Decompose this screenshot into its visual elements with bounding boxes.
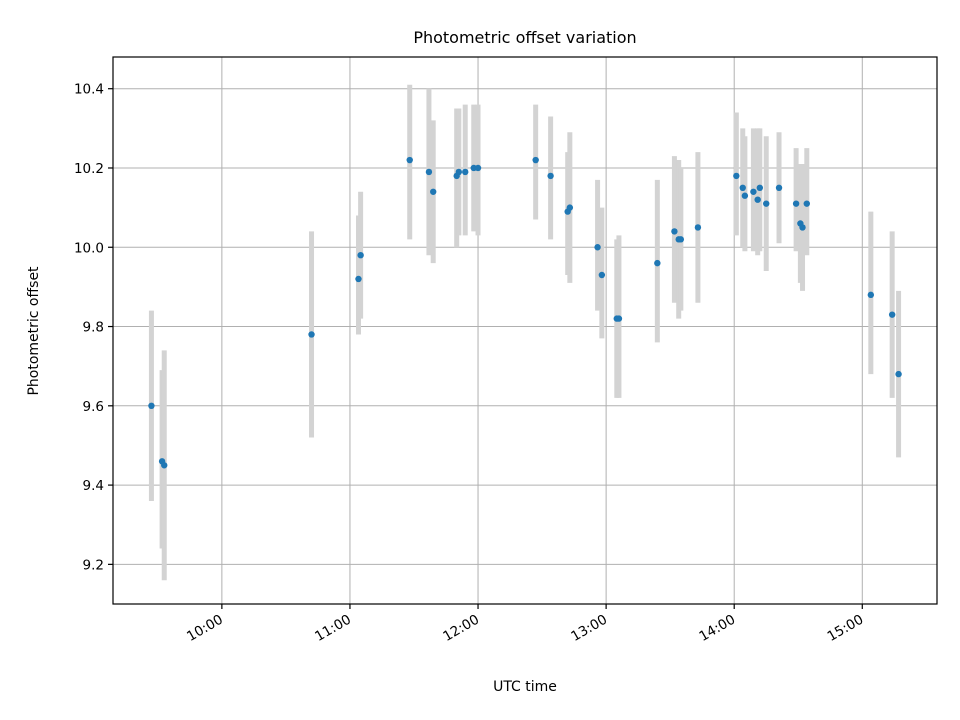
data-point bbox=[615, 315, 623, 322]
data-point bbox=[756, 184, 764, 192]
y-tick-label: 10.2 bbox=[74, 161, 104, 177]
data-point bbox=[754, 196, 761, 203]
data-point bbox=[763, 200, 770, 207]
x-axis-ticks: 10:00 11:00 12:00 13:00 14:00 15:00 bbox=[184, 604, 866, 645]
data-point bbox=[739, 184, 746, 192]
data-point bbox=[741, 192, 749, 199]
data-point bbox=[799, 224, 806, 231]
data-point bbox=[888, 311, 896, 318]
data-point bbox=[594, 244, 601, 251]
data-point bbox=[792, 200, 800, 207]
data-point bbox=[430, 188, 437, 195]
data-points bbox=[148, 156, 902, 469]
grid bbox=[113, 57, 937, 604]
data-point bbox=[867, 291, 875, 299]
data-point bbox=[677, 236, 685, 243]
x-tick-label: 13:00 bbox=[568, 612, 610, 645]
x-axis-label: UTC time bbox=[493, 679, 557, 695]
data-point bbox=[357, 251, 364, 259]
x-tick-label: 12:00 bbox=[440, 612, 482, 645]
y-tick-label: 9.6 bbox=[83, 399, 104, 415]
data-point bbox=[161, 462, 168, 469]
y-tick-label: 9.4 bbox=[83, 478, 104, 494]
data-point bbox=[598, 271, 606, 279]
data-point bbox=[406, 156, 413, 164]
y-tick-label: 9.2 bbox=[83, 557, 104, 573]
y-axis-ticks: 9.2 9.4 9.6 9.8 10.0 10.2 10.4 bbox=[74, 82, 113, 573]
data-point bbox=[895, 370, 902, 378]
data-point bbox=[148, 402, 155, 410]
data-point bbox=[474, 164, 482, 172]
data-point bbox=[694, 224, 702, 231]
y-axis-label: Photometric offset bbox=[26, 266, 42, 396]
x-tick-label: 14:00 bbox=[697, 612, 739, 645]
data-point bbox=[308, 331, 315, 338]
data-point bbox=[455, 168, 463, 176]
x-tick-label: 10:00 bbox=[184, 612, 226, 645]
data-point bbox=[671, 228, 678, 235]
data-point bbox=[425, 168, 433, 176]
y-tick-label: 10.0 bbox=[74, 240, 104, 256]
y-tick-label: 9.8 bbox=[83, 320, 104, 336]
data-point bbox=[355, 275, 362, 283]
data-point bbox=[750, 188, 757, 195]
plot-frame bbox=[112, 56, 938, 605]
data-point bbox=[654, 259, 661, 267]
data-point bbox=[547, 172, 554, 180]
data-point bbox=[803, 200, 810, 207]
y-tick-label: 10.4 bbox=[74, 82, 104, 98]
error-bars bbox=[148, 84, 902, 581]
x-tick-label: 11:00 bbox=[312, 612, 354, 645]
x-tick-label: 15:00 bbox=[825, 612, 867, 645]
data-point bbox=[462, 168, 469, 176]
data-point bbox=[566, 204, 574, 211]
data-point bbox=[775, 184, 783, 192]
chart-title: Photometric offset variation bbox=[413, 28, 636, 47]
data-point bbox=[733, 172, 740, 180]
data-point bbox=[532, 156, 539, 164]
